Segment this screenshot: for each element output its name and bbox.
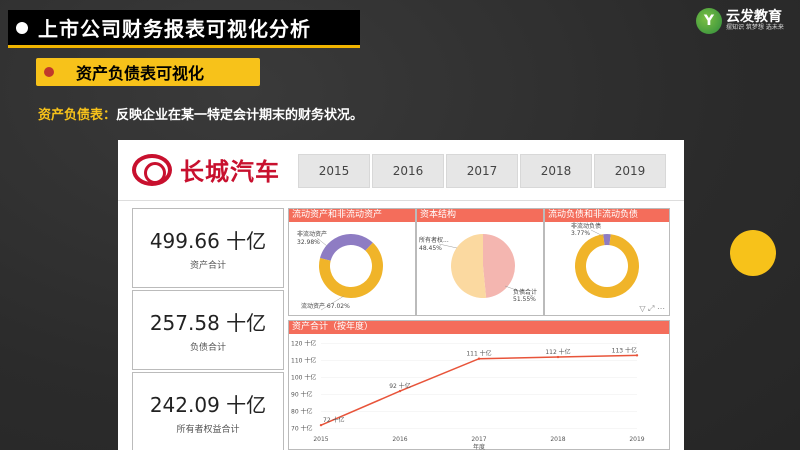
kpi-label: 资产合计: [189, 261, 226, 271]
page-title: 上市公司财务报表可视化分析: [38, 17, 311, 41]
description: 资产负债表：反映企业在某一特定会计期末的财务状况。: [38, 104, 363, 123]
x-tick-label: 2019: [629, 436, 644, 443]
logo-subtitle: 摆知识 筑梦想 选未来: [726, 24, 784, 31]
panel-title: 资产合计（按年度）: [289, 321, 669, 334]
line-chart-total-assets: 70 十亿 80 十亿 90 十亿 100 十亿 110 十亿 120 十亿 2015 201…: [291, 339, 645, 450]
year-button-2018[interactable]: 2018: [520, 154, 592, 188]
company-brand: 长城汽车: [132, 152, 280, 187]
kpi-value: 242.09 十亿: [149, 393, 267, 417]
slice-label: 所有者权...: [419, 236, 449, 244]
kpi-label: 负债合计: [189, 343, 226, 353]
bullet-icon: [16, 21, 28, 34]
pie-slice[interactable]: [603, 234, 611, 246]
data-label: 92 十亿: [389, 382, 411, 390]
leader-line: [438, 243, 458, 249]
slice-label: 非流动资产: [297, 230, 327, 238]
y-tick-label: 90 十亿: [291, 391, 313, 399]
year-button-2019[interactable]: 2019: [594, 154, 666, 188]
data-label: 112 十亿: [545, 348, 570, 356]
year-button-2017[interactable]: 2017: [446, 154, 518, 188]
dashboard: 长城汽车 2015 2016 2017 2018 2019 499.66 十亿 …: [118, 140, 684, 450]
kpi-card-total-assets[interactable]: 499.66 十亿 资产合计: [132, 208, 284, 288]
pie-slice[interactable]: [319, 242, 383, 298]
x-tick-label: 2018: [550, 436, 565, 443]
pie-slice[interactable]: [483, 234, 515, 298]
panel-title: 流动资产和非流动资产: [289, 209, 415, 222]
pie-panel-capital-structure[interactable]: 资本结构 所有者权... 48.45% 负债合计 51.55%: [416, 208, 544, 316]
x-tick-label: 2017: [471, 436, 486, 443]
slice-value-label: 3.77%: [571, 230, 590, 237]
leader-line: [316, 237, 328, 247]
description-text: 反映企业在某一特定会计期末的财务状况。: [116, 108, 364, 123]
slice-label: 非流动负债: [571, 222, 601, 230]
x-axis-label: 年度: [473, 443, 485, 450]
data-label: 72 十亿: [323, 416, 345, 424]
x-tick-label: 2016: [392, 436, 407, 443]
slice-label: 负债合计: [513, 288, 537, 296]
kpi-label: 所有者权益合计: [176, 425, 240, 435]
kpi-value: 499.66 十亿: [149, 229, 267, 253]
slice-value-label: 51.55%: [513, 296, 536, 303]
slice-label: 流动资产 67.02%: [301, 302, 350, 310]
data-label: 113 十亿: [612, 346, 637, 354]
section-bullet-icon: [44, 67, 54, 77]
y-tick-label: 70 十亿: [291, 425, 313, 433]
kpi-card-total-liabilities[interactable]: 257.58 十亿 负债合计: [132, 290, 284, 370]
y-tick-label: 120 十亿: [291, 339, 316, 347]
year-button-2016[interactable]: 2016: [372, 154, 444, 188]
pie-slice[interactable]: [320, 234, 373, 261]
data-label: 111 十亿: [466, 350, 491, 358]
donut-panel-liabilities[interactable]: 流动负债和非流动负债 非流动负债 3.77% ▽ ⤢ ⋯: [544, 208, 670, 316]
kpi-card-equity[interactable]: 242.09 十亿 所有者权益合计: [132, 372, 284, 450]
kpi-value: 257.58 十亿: [149, 311, 267, 335]
panel-title: 流动负债和非流动负债: [545, 209, 669, 222]
great-wall-logo-icon: [132, 153, 172, 186]
logo-text: 云发教育: [726, 9, 782, 25]
y-tick-label: 110 十亿: [291, 356, 316, 364]
visual-toolbar-icons[interactable]: ▽ ⤢ ⋯: [639, 304, 665, 313]
data-point[interactable]: [319, 423, 323, 427]
year-slicer: 2015 2016 2017 2018 2019: [298, 154, 666, 188]
pie-slice[interactable]: [451, 234, 487, 298]
panel-title: 资本结构: [417, 209, 543, 222]
divider: [118, 200, 684, 201]
company-name: 长城汽车: [180, 158, 280, 186]
donut-panel-current-assets[interactable]: 流动资产和非流动资产 非流动资产 32.98% 流动资产 67.02%: [288, 208, 416, 316]
page-title-bar: 上市公司财务报表可视化分析: [8, 10, 360, 48]
y-tick-label: 80 十亿: [291, 408, 313, 416]
leader-line: [504, 285, 534, 297]
section-title-bar: 资产负债表可视化: [36, 58, 260, 86]
series-line[interactable]: [320, 354, 638, 426]
data-point[interactable]: [398, 389, 402, 393]
sprout-logo-icon: Y: [696, 8, 722, 34]
line-panel-total-assets[interactable]: 资产合计（按年度） 70 十亿 80 十亿 90 十亿 100 十亿 110 十亿 120…: [288, 320, 670, 450]
data-point[interactable]: [635, 354, 639, 357]
data-point[interactable]: [477, 357, 481, 360]
description-label: 资产负债表：: [38, 108, 117, 123]
data-point[interactable]: [556, 355, 560, 359]
year-button-2015[interactable]: 2015: [298, 154, 370, 188]
section-title: 资产负债表可视化: [76, 64, 205, 83]
pointer-highlight: [730, 230, 776, 276]
pie-slice[interactable]: [575, 234, 639, 298]
x-tick-label: 2015: [313, 436, 328, 443]
brand-logo: Y 云发教育 摆知识 筑梦想 选未来: [696, 6, 796, 36]
leader-line: [320, 295, 345, 311]
slice-value-label: 32.98%: [297, 239, 320, 246]
leader-line: [590, 229, 604, 237]
slice-value-label: 48.45%: [419, 245, 442, 252]
y-tick-label: 100 十亿: [291, 373, 316, 381]
